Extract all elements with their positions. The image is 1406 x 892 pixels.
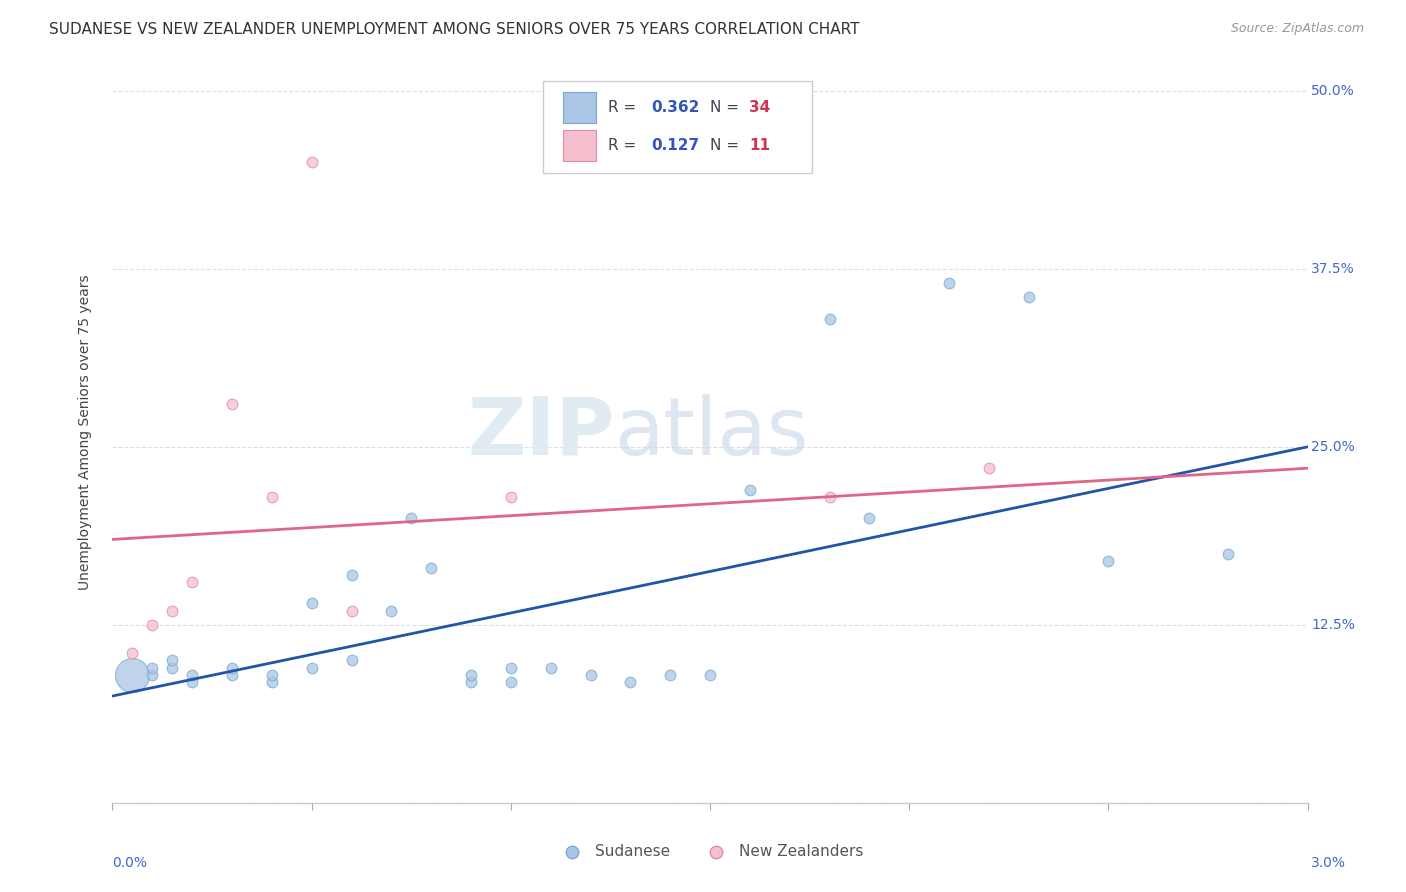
Point xyxy=(619,674,641,689)
Point xyxy=(1097,554,1119,568)
Text: atlas: atlas xyxy=(614,393,808,472)
Point xyxy=(141,617,163,632)
Y-axis label: Unemployment Among Seniors over 75 years: Unemployment Among Seniors over 75 years xyxy=(77,275,91,591)
Text: 3.0%: 3.0% xyxy=(1312,856,1346,870)
Text: 25.0%: 25.0% xyxy=(1312,440,1355,454)
Text: 37.5%: 37.5% xyxy=(1312,262,1355,276)
Point xyxy=(380,604,402,618)
Text: N =: N = xyxy=(710,100,744,115)
Text: 12.5%: 12.5% xyxy=(1312,618,1355,632)
Point xyxy=(1216,547,1239,561)
Point xyxy=(460,674,482,689)
Point xyxy=(738,483,761,497)
Point xyxy=(301,660,323,674)
Point xyxy=(1018,290,1040,304)
Point xyxy=(340,568,363,582)
FancyBboxPatch shape xyxy=(543,81,811,173)
Point xyxy=(977,461,1000,475)
Point xyxy=(818,490,841,504)
Text: Source: ZipAtlas.com: Source: ZipAtlas.com xyxy=(1230,22,1364,36)
Text: R =: R = xyxy=(609,100,641,115)
Text: 0.127: 0.127 xyxy=(651,138,700,153)
FancyBboxPatch shape xyxy=(562,92,596,123)
Point xyxy=(420,561,443,575)
Point xyxy=(121,667,143,681)
Point xyxy=(340,653,363,667)
Point xyxy=(499,490,522,504)
Text: 34: 34 xyxy=(749,100,770,115)
Point xyxy=(181,575,204,590)
Point xyxy=(162,653,183,667)
Point xyxy=(858,511,880,525)
Point xyxy=(499,674,522,689)
Point xyxy=(659,667,682,681)
Point xyxy=(162,604,183,618)
Point xyxy=(141,660,163,674)
Text: 11: 11 xyxy=(749,138,770,153)
Legend: Sudanese, New Zealanders: Sudanese, New Zealanders xyxy=(551,838,869,865)
Point xyxy=(699,667,721,681)
FancyBboxPatch shape xyxy=(562,130,596,161)
Point xyxy=(162,660,183,674)
Point xyxy=(579,667,602,681)
Point xyxy=(181,667,204,681)
Point xyxy=(221,667,243,681)
Point xyxy=(301,155,323,169)
Text: 0.362: 0.362 xyxy=(651,100,700,115)
Point xyxy=(260,490,283,504)
Point xyxy=(141,667,163,681)
Point xyxy=(121,646,143,660)
Text: ZIP: ZIP xyxy=(467,393,614,472)
Point xyxy=(499,660,522,674)
Point xyxy=(938,276,960,290)
Point xyxy=(260,667,283,681)
Point xyxy=(460,667,482,681)
Point xyxy=(818,311,841,326)
Text: 50.0%: 50.0% xyxy=(1312,84,1355,98)
Text: SUDANESE VS NEW ZEALANDER UNEMPLOYMENT AMONG SENIORS OVER 75 YEARS CORRELATION C: SUDANESE VS NEW ZEALANDER UNEMPLOYMENT A… xyxy=(49,22,859,37)
Point xyxy=(301,597,323,611)
Text: 0.0%: 0.0% xyxy=(112,856,148,870)
Point xyxy=(181,674,204,689)
Text: R =: R = xyxy=(609,138,641,153)
Point xyxy=(260,674,283,689)
Point xyxy=(401,511,423,525)
Point xyxy=(340,604,363,618)
Point xyxy=(221,660,243,674)
Point xyxy=(540,660,562,674)
Point xyxy=(221,397,243,411)
Text: N =: N = xyxy=(710,138,744,153)
